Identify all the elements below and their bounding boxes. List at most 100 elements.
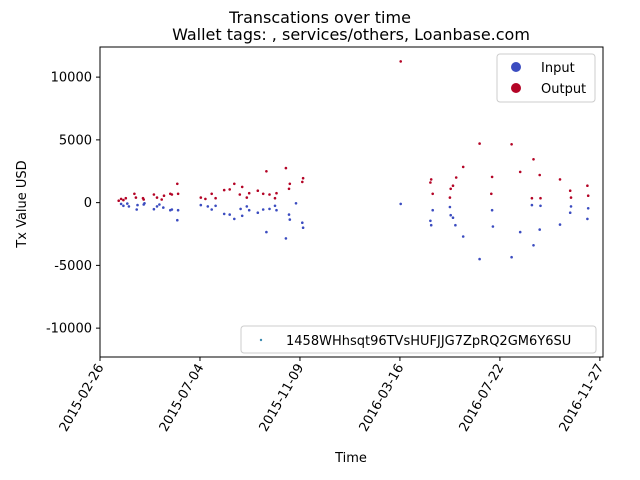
data-point-input — [228, 213, 231, 216]
data-point-output — [586, 184, 589, 187]
data-point-output — [451, 184, 455, 187]
data-point-input — [586, 217, 589, 221]
data-point-input — [127, 205, 131, 208]
data-point-input — [532, 244, 535, 247]
data-point-output — [261, 192, 265, 196]
legend-input-output: Input Output — [496, 53, 596, 103]
data-point-output — [199, 196, 203, 199]
y-tick-label: -10000 — [46, 322, 92, 337]
y-axis-label: Tx Value USD — [15, 160, 30, 248]
data-point-output — [210, 192, 213, 196]
data-point-output — [228, 188, 231, 191]
data-point-output — [569, 196, 573, 199]
y-tick-label: 5000 — [59, 133, 92, 148]
data-point-input — [239, 207, 242, 211]
legend-wallet-marker — [259, 338, 263, 342]
data-point-output — [449, 187, 453, 191]
legend-input-label: Input — [541, 61, 575, 76]
data-point-output — [247, 191, 251, 195]
data-point-output — [518, 170, 522, 174]
data-point-input — [510, 255, 513, 259]
x-tick-label: 2016-11-27 — [557, 362, 608, 435]
x-tick-label: 2016-07-22 — [457, 362, 508, 435]
data-point-input — [478, 257, 481, 261]
data-point-output — [245, 196, 249, 199]
legend-input-marker — [511, 62, 521, 72]
legend-box — [496, 53, 596, 103]
data-point-output — [287, 187, 291, 191]
data-point-input — [143, 202, 146, 205]
data-point-input — [170, 208, 174, 211]
data-point-input — [119, 202, 123, 206]
data-point-output — [301, 180, 304, 184]
data-point-input — [176, 218, 179, 222]
data-point-input — [273, 204, 277, 208]
data-point-output — [490, 175, 494, 179]
data-point-input — [558, 223, 562, 226]
data-point-output — [134, 196, 138, 199]
data-point-output — [117, 199, 120, 202]
data-point-input — [448, 205, 452, 209]
data-point-output — [448, 196, 452, 199]
data-point-output — [160, 198, 163, 201]
data-point-output — [538, 173, 541, 177]
legend-box — [240, 325, 597, 354]
series-input — [119, 202, 590, 261]
legend-output-label: Output — [541, 82, 586, 97]
data-point-input — [135, 208, 138, 211]
data-point-input — [158, 203, 161, 206]
data-point-output — [461, 165, 465, 169]
data-point-output — [490, 192, 493, 196]
data-point-input — [265, 230, 268, 234]
data-point-input — [136, 203, 139, 207]
data-point-input — [568, 211, 572, 214]
data-point-output — [238, 193, 242, 196]
data-point-output — [204, 197, 207, 201]
plot-area-frame — [99, 46, 604, 358]
x-tick-label: 2016-03-16 — [357, 362, 408, 435]
data-point-input — [451, 216, 455, 219]
data-point-output — [539, 196, 542, 200]
data-point-output — [119, 197, 123, 201]
data-point-input — [429, 219, 432, 223]
data-point-input — [569, 205, 573, 208]
y-tick-label: -5000 — [54, 259, 92, 274]
data-point-input — [490, 208, 494, 212]
data-point-output — [429, 178, 433, 181]
data-point-input — [399, 202, 403, 206]
data-point-input — [275, 208, 278, 212]
data-point-output — [155, 196, 159, 199]
data-point-input — [301, 226, 305, 229]
data-point-output — [558, 178, 562, 181]
legend-output-marker — [511, 83, 521, 93]
data-point-input — [431, 208, 435, 212]
data-points — [117, 60, 590, 261]
data-point-input — [268, 207, 271, 211]
data-point-output — [268, 193, 271, 196]
data-point-output — [265, 170, 268, 173]
data-point-output — [399, 60, 403, 63]
data-point-output — [478, 142, 481, 145]
data-point-output — [124, 196, 128, 200]
y-axis: -10000 -5000 0 5000 10000 — [46, 71, 100, 337]
data-point-input — [155, 205, 159, 208]
data-point-input — [539, 204, 542, 208]
data-point-input — [449, 213, 453, 217]
data-point-output — [568, 189, 572, 192]
data-point-input — [288, 218, 292, 221]
data-point-output — [288, 182, 292, 186]
data-point-output — [454, 176, 458, 179]
data-point-input — [176, 208, 180, 212]
data-point-output — [222, 188, 226, 192]
data-point-input — [214, 204, 217, 208]
x-axis: 2015-02-26 2015-07-04 2015-11-09 2016-03-16… — [57, 357, 608, 435]
legend-wallet-label: 1458WHhsqt96TVsHUFJJG7ZpRQ2GM6Y6SU — [286, 334, 571, 349]
data-point-input — [429, 223, 433, 227]
data-point-output — [176, 192, 180, 196]
data-point-output — [530, 196, 534, 200]
data-point-input — [162, 206, 165, 209]
y-tick-label: 10000 — [51, 71, 92, 86]
data-point-input — [247, 208, 251, 212]
data-point-input — [222, 212, 226, 216]
